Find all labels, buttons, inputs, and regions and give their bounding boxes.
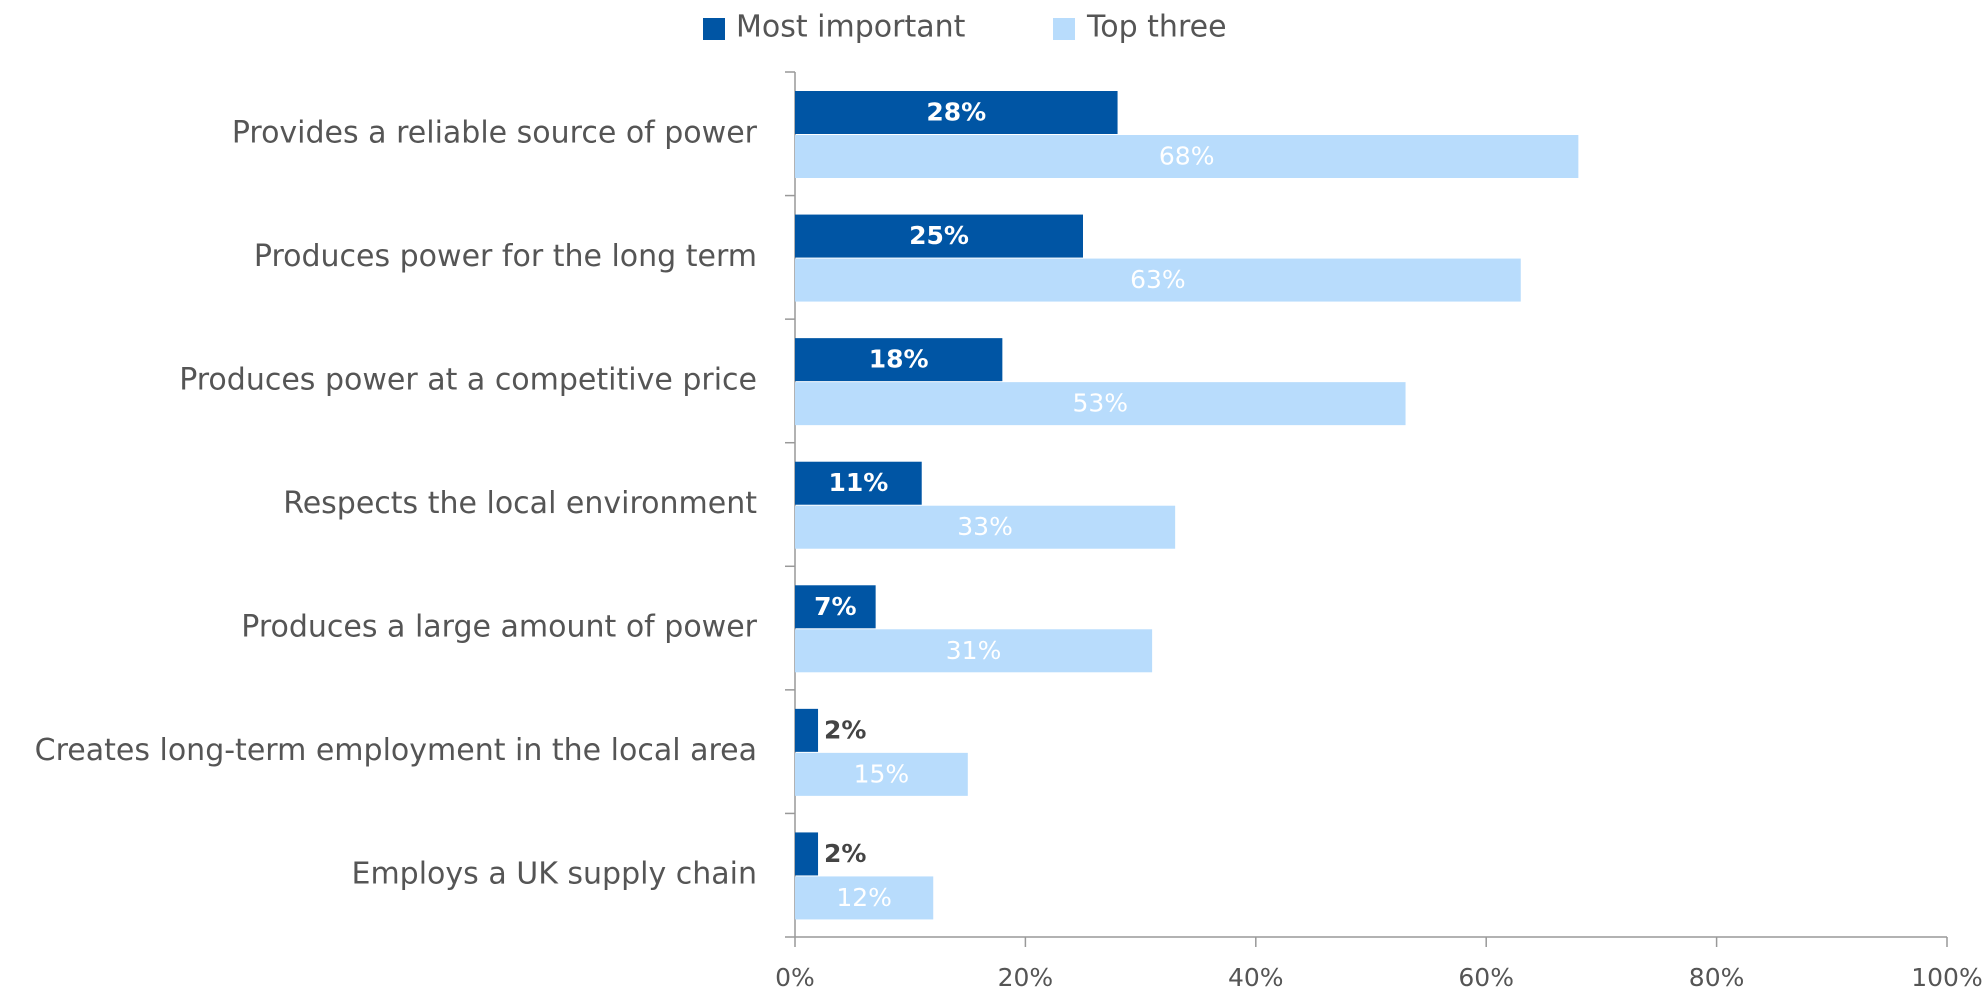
bar	[795, 461, 922, 505]
bar	[795, 708, 819, 752]
data-label: 15%	[854, 759, 910, 788]
data-label: 18%	[869, 345, 929, 374]
category-label: Produces a large amount of power	[241, 610, 757, 645]
bar	[795, 876, 934, 920]
data-label: 2%	[824, 715, 866, 744]
bar	[795, 505, 1176, 549]
bar	[795, 214, 1083, 258]
x-tick-label: 60%	[1458, 963, 1514, 990]
legend-swatch	[703, 18, 725, 40]
data-label: 53%	[1072, 389, 1128, 418]
category-label: Provides a reliable source of power	[232, 115, 758, 150]
bar	[795, 382, 1406, 426]
x-tick-label: 0%	[775, 963, 815, 990]
legend-swatch	[1053, 18, 1075, 40]
bar	[795, 752, 968, 796]
category-label: Creates long-term employment in the loca…	[35, 733, 757, 768]
data-label: 25%	[909, 221, 969, 250]
legend-label: Most important	[736, 10, 966, 45]
x-tick-label: 20%	[998, 963, 1054, 990]
data-label: 28%	[926, 98, 986, 127]
data-label: 63%	[1130, 265, 1186, 294]
category-label: Employs a UK supply chain	[351, 857, 757, 892]
bar	[795, 135, 1579, 178]
bar	[795, 832, 819, 876]
data-label: 2%	[824, 839, 866, 868]
data-label: 31%	[946, 636, 1002, 665]
x-tick-label: 40%	[1228, 963, 1284, 990]
category-label: Produces power at a competitive price	[179, 362, 757, 397]
data-label: 12%	[836, 883, 892, 912]
x-tick-label: 100%	[1911, 963, 1982, 990]
bar	[795, 629, 1153, 673]
bar	[795, 338, 1003, 382]
legend-label: Top three	[1086, 10, 1227, 45]
data-label: 33%	[957, 512, 1013, 541]
x-tick-label: 80%	[1689, 963, 1745, 990]
category-label: Produces power for the long term	[254, 239, 757, 274]
data-label: 11%	[828, 468, 888, 497]
bar	[795, 585, 876, 629]
data-label: 7%	[814, 592, 856, 621]
data-label: 68%	[1159, 142, 1215, 171]
bar	[795, 258, 1521, 302]
bar	[795, 91, 1118, 134]
category-label: Respects the local environment	[283, 486, 757, 521]
